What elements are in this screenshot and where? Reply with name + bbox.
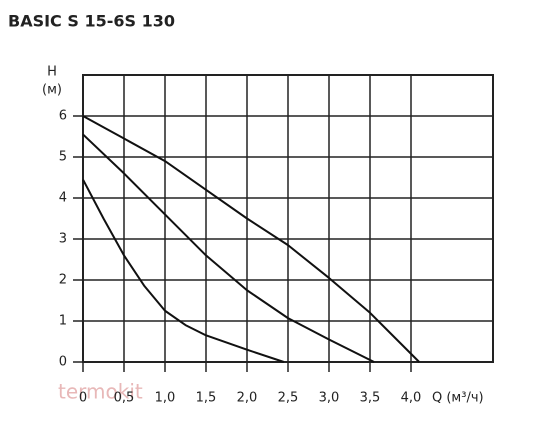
x-tick-label: 1,5 (196, 391, 217, 406)
x-tick-label: 0,5 (114, 391, 135, 406)
x-tick-label: 3,5 (360, 391, 381, 406)
y-tick-label: 6 (59, 109, 67, 124)
y-axis-symbol: H (47, 65, 57, 80)
watermark: termokit (58, 380, 143, 404)
y-tick-label: 3 (59, 232, 67, 247)
pump-curve (82, 179, 285, 363)
y-tick-label: 4 (59, 191, 67, 206)
x-tick-label: 3,0 (319, 391, 340, 406)
pump-curve (82, 115, 420, 363)
y-tick-label: 1 (59, 314, 67, 329)
x-tick-label: 1,0 (155, 391, 176, 406)
y-tick-label: 0 (59, 355, 67, 370)
y-tick-label: 5 (59, 150, 67, 165)
pump-curve (82, 133, 375, 363)
x-tick-label: 2,5 (278, 391, 299, 406)
y-tick-label: 2 (59, 273, 67, 288)
plot-frame (82, 74, 494, 363)
x-tick-label: 4,0 (401, 391, 422, 406)
x-axis-label: Q (м³/ч) (432, 391, 484, 406)
x-tick-label: 0 (79, 391, 87, 406)
x-tick-label: 2,0 (237, 391, 258, 406)
y-axis-unit: (м) (42, 83, 62, 98)
chart-title: BASIC S 15-6S 130 (8, 12, 175, 31)
